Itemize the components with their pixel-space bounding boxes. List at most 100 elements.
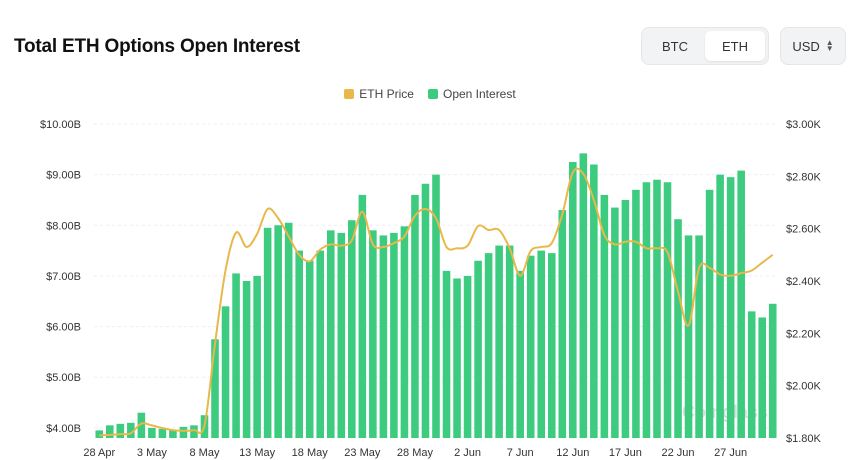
oi-bar — [484, 253, 493, 438]
eth-price-line — [99, 167, 774, 437]
oi-bar — [379, 235, 388, 438]
oi-bar — [263, 227, 272, 438]
x-tick-label: 8 May — [190, 447, 220, 459]
oi-bar — [390, 232, 398, 438]
oi-bar — [432, 174, 440, 439]
legend-swatch-price — [344, 89, 355, 99]
oi-bar — [284, 222, 293, 438]
oi-bar — [442, 270, 451, 438]
oi-bar — [116, 423, 125, 438]
y-right-tick-label: $2.80K — [786, 171, 822, 183]
oi-bar — [505, 245, 514, 438]
btc-tab[interactable]: BTC — [662, 38, 688, 54]
eth-tab[interactable]: ETH — [705, 31, 765, 61]
oi-bar — [526, 255, 535, 438]
y-left-tick-label: $9.00B — [46, 170, 81, 182]
x-tick-label: 12 Jun — [556, 447, 589, 459]
oi-bar — [337, 232, 346, 438]
oi-bar — [179, 426, 188, 438]
legend-swatch-oi — [427, 89, 438, 99]
oi-bar — [495, 245, 503, 438]
oi-bar — [358, 194, 367, 438]
x-tick-label: 28 Apr — [83, 447, 115, 459]
oi-bar — [232, 273, 240, 438]
oi-bar — [663, 182, 672, 438]
oi-bar — [253, 275, 261, 438]
page-title: Total ETH Options Open Interest — [14, 36, 300, 57]
oi-bar — [547, 253, 556, 438]
oi-bar — [642, 182, 651, 438]
legend-label-price: ETH Price — [359, 87, 414, 101]
oi-bar — [474, 260, 482, 438]
oi-bar — [295, 250, 303, 438]
y-right-tick-label: $2.40K — [786, 276, 822, 288]
oi-bar — [653, 179, 661, 439]
legend-label-oi: Open Interest — [442, 87, 516, 101]
oi-bar — [148, 427, 156, 438]
y-left-tick-label: $5.00B — [46, 372, 81, 384]
oi-bar — [579, 153, 588, 438]
x-tick-label: 3 May — [137, 447, 167, 459]
oi-bar — [747, 311, 756, 438]
oi-bar — [716, 174, 724, 439]
x-tick-label: 13 May — [239, 447, 276, 459]
x-tick-label: 27 Jun — [714, 447, 747, 459]
oi-bar — [127, 422, 135, 438]
oi-bar — [632, 189, 640, 438]
y-right-tick-label: $2.00K — [786, 381, 822, 393]
oi-bar — [242, 281, 251, 438]
oi-bar — [558, 210, 567, 438]
watermark-text: Coinglass — [682, 402, 768, 422]
oi-bar — [211, 339, 219, 438]
oi-bar — [684, 235, 693, 438]
oi-bar — [169, 429, 177, 438]
oi-bar — [95, 430, 104, 438]
x-tick-label: 18 May — [292, 447, 329, 459]
asset-toggle: BTC ETH — [641, 27, 769, 65]
y-right-tick-label: $1.80K — [786, 433, 822, 445]
oi-bar — [537, 250, 546, 438]
y-right-tick-label: $2.20K — [786, 328, 822, 340]
oi-bar — [611, 207, 619, 438]
y-left-tick-label: $10.00B — [40, 119, 81, 131]
x-tick-label: 7 Jun — [507, 447, 534, 459]
oi-bar — [737, 170, 745, 438]
oi-bar — [348, 220, 356, 438]
oi-bar — [221, 306, 230, 438]
oi-bar — [453, 278, 461, 438]
oi-bar — [516, 270, 524, 438]
oi-bar — [590, 164, 598, 439]
x-tick-label: 23 May — [344, 447, 381, 459]
oi-bar — [305, 260, 314, 438]
currency-select[interactable]: USD ▲ ▼ — [780, 27, 846, 65]
oi-bar — [726, 177, 735, 438]
oi-bar — [674, 219, 682, 438]
currency-value: USD — [792, 38, 820, 54]
y-left-tick-label: $6.00B — [46, 322, 81, 334]
oi-bar — [158, 428, 167, 438]
oi-bar — [274, 225, 282, 438]
legend-item-open-interest[interactable]: Open Interest — [427, 87, 516, 101]
y-left-tick-label: $7.00B — [46, 271, 81, 283]
x-tick-label: 2 Jun — [454, 447, 481, 459]
oi-bar — [326, 230, 335, 438]
y-left-tick-label: $4.00B — [46, 423, 81, 435]
oi-bar — [369, 230, 377, 438]
oi-bar — [316, 250, 325, 438]
x-tick-label: 17 Jun — [609, 447, 642, 459]
oi-bar — [400, 226, 409, 438]
oi-bar — [421, 183, 430, 438]
oi-bar — [705, 189, 714, 438]
oi-bar — [137, 412, 146, 438]
x-tick-label: 22 Jun — [662, 447, 695, 459]
oi-bar — [768, 303, 777, 438]
oi-bar — [411, 194, 419, 438]
x-tick-label: 28 May — [397, 447, 434, 459]
oi-bar — [695, 235, 703, 438]
oi-bar — [463, 275, 472, 438]
oi-bar — [600, 194, 609, 438]
legend-item-eth-price[interactable]: ETH Price — [344, 87, 414, 101]
oi-bar — [569, 161, 577, 438]
chart-legend: ETH Price Open Interest — [0, 87, 860, 101]
